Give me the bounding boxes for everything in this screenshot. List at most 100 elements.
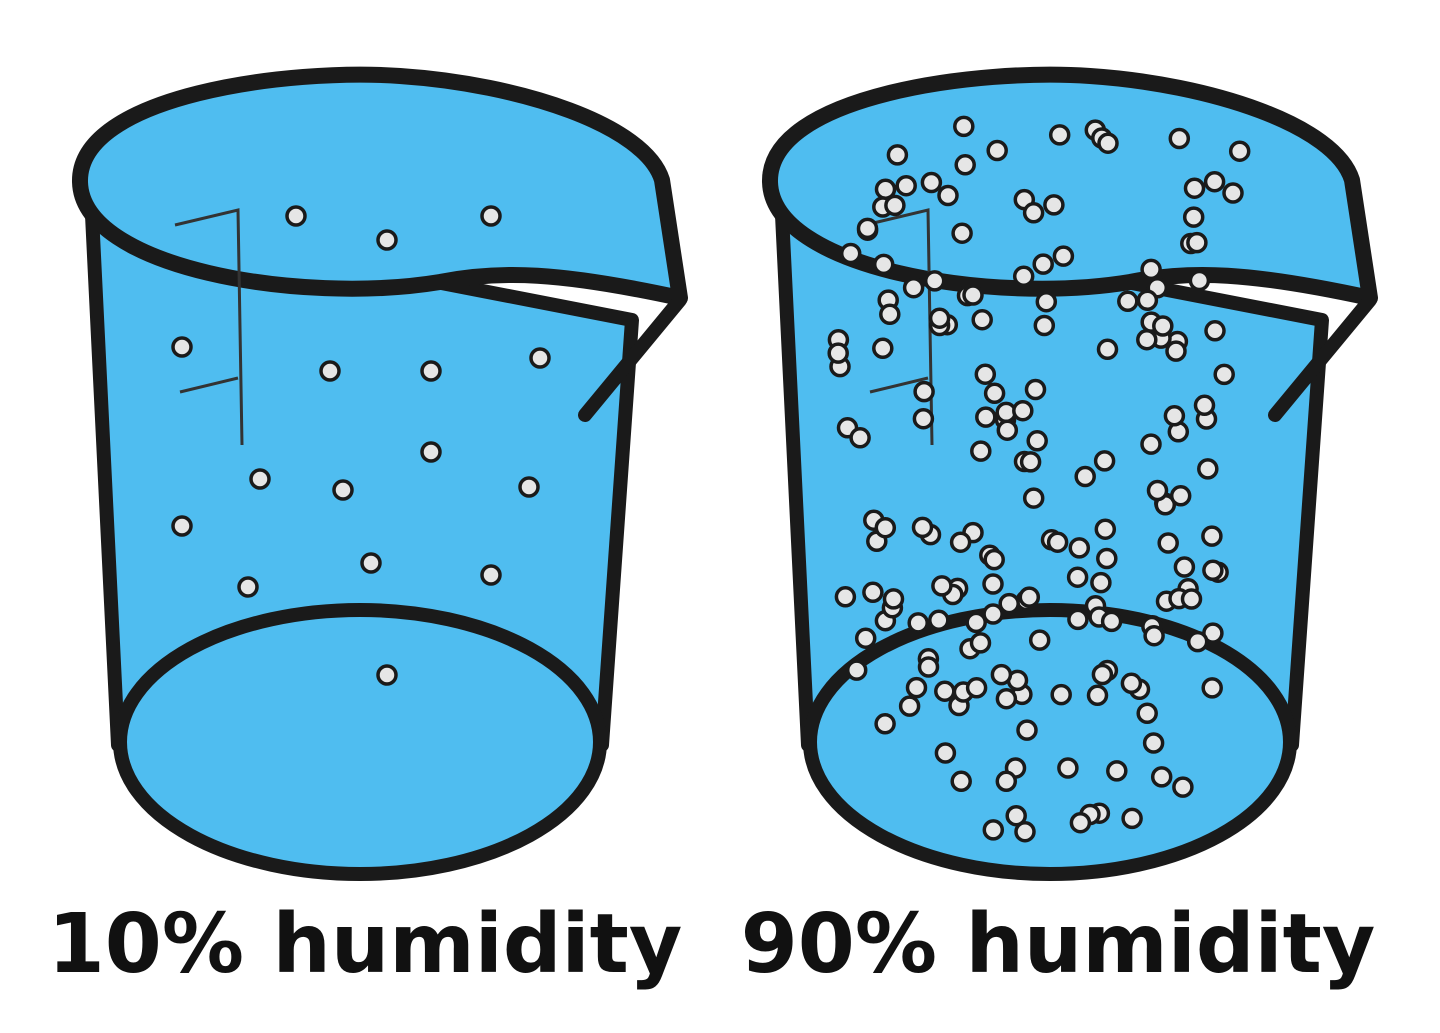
molecule: [529, 347, 551, 369]
molecule: [1018, 586, 1041, 608]
molecule: [1120, 672, 1143, 695]
molecule: [171, 336, 193, 358]
molecule: [360, 552, 382, 574]
molecule: [928, 609, 950, 632]
molecule: [895, 174, 917, 197]
molecule: [1201, 525, 1223, 547]
molecule: [905, 676, 928, 699]
molecule: [982, 603, 1004, 625]
molecule: [1066, 566, 1089, 588]
molecule: [953, 115, 975, 138]
molecule: [969, 632, 992, 654]
molecule: [1117, 290, 1139, 313]
molecule: [420, 441, 442, 463]
molecule: [1169, 485, 1192, 507]
molecule: [839, 242, 862, 265]
molecule: [1183, 177, 1206, 199]
molecule: [912, 407, 935, 430]
molecule: [872, 253, 895, 276]
molecule: [965, 611, 987, 634]
molecule: [518, 476, 540, 498]
molecule: [911, 516, 934, 539]
molecule: [849, 427, 871, 449]
molecule: [1022, 487, 1045, 509]
molecule: [1152, 315, 1174, 337]
molecule: [949, 531, 972, 553]
molecule: [1033, 314, 1056, 337]
molecule: [1100, 610, 1123, 633]
molecule: [1067, 608, 1089, 631]
molecule: [856, 217, 879, 240]
molecule: [1186, 630, 1209, 653]
molecule: [480, 205, 502, 227]
molecule: [1146, 479, 1169, 502]
molecule: [1032, 253, 1054, 275]
molecule: [1016, 719, 1038, 741]
molecule: [1022, 202, 1045, 224]
molecule: [913, 380, 935, 403]
molecule: [902, 276, 925, 299]
molecule: [1143, 624, 1165, 647]
molecule: [872, 337, 894, 360]
molecule: [1165, 340, 1187, 362]
molecule: [983, 548, 1005, 571]
molecule: [376, 664, 398, 686]
molecule: [1097, 132, 1119, 154]
molecule: [1203, 170, 1226, 193]
molecule: [934, 742, 957, 764]
molecule: [1168, 127, 1191, 150]
molecule: [1136, 702, 1158, 725]
molecule: [285, 205, 307, 227]
molecule: [1201, 677, 1223, 699]
molecule: [1014, 820, 1036, 843]
molecule: [480, 564, 502, 586]
molecule: [1057, 757, 1079, 779]
molecule: [931, 575, 953, 597]
molecule: [995, 687, 1018, 710]
molecule: [845, 659, 868, 681]
molecule: [1188, 269, 1211, 292]
molecule: [1068, 537, 1091, 559]
molecule: [237, 576, 259, 598]
molecule: [962, 284, 984, 306]
molecule: [990, 663, 1013, 686]
molecule: [920, 171, 943, 194]
molecule: [1026, 430, 1048, 452]
molecule: [1140, 258, 1162, 281]
molecule: [1012, 399, 1034, 422]
molecule: [1140, 433, 1162, 455]
molecule: [827, 342, 849, 364]
molecule: [1069, 811, 1092, 834]
molecule: [983, 382, 1006, 405]
molecule: [1094, 518, 1117, 540]
molecule: [1136, 289, 1159, 312]
molecule: [923, 270, 946, 292]
molecule: [937, 184, 959, 207]
molecule: [1035, 290, 1058, 313]
molecule: [1093, 450, 1116, 472]
molecule: [951, 222, 973, 244]
molecule: [1163, 405, 1186, 427]
molecule: [1172, 776, 1194, 798]
molecule: [1182, 206, 1205, 228]
molecule: [996, 419, 1019, 441]
molecule: [995, 770, 1018, 793]
molecule: [934, 680, 956, 702]
molecule: [1028, 629, 1051, 651]
molecule: [1050, 683, 1072, 706]
molecule: [1136, 328, 1158, 351]
molecule: [986, 139, 1008, 162]
molecule: [1173, 556, 1196, 578]
molecule: [1046, 531, 1069, 553]
molecule: [1024, 378, 1047, 401]
molecule: [1121, 807, 1143, 830]
beaker-right: [770, 75, 1370, 874]
molecule: [982, 819, 1005, 841]
molecule: [1096, 547, 1118, 570]
molecule: [1086, 684, 1109, 707]
molecule: [928, 307, 951, 329]
molecule: [1228, 140, 1251, 162]
molecule: [874, 713, 896, 735]
